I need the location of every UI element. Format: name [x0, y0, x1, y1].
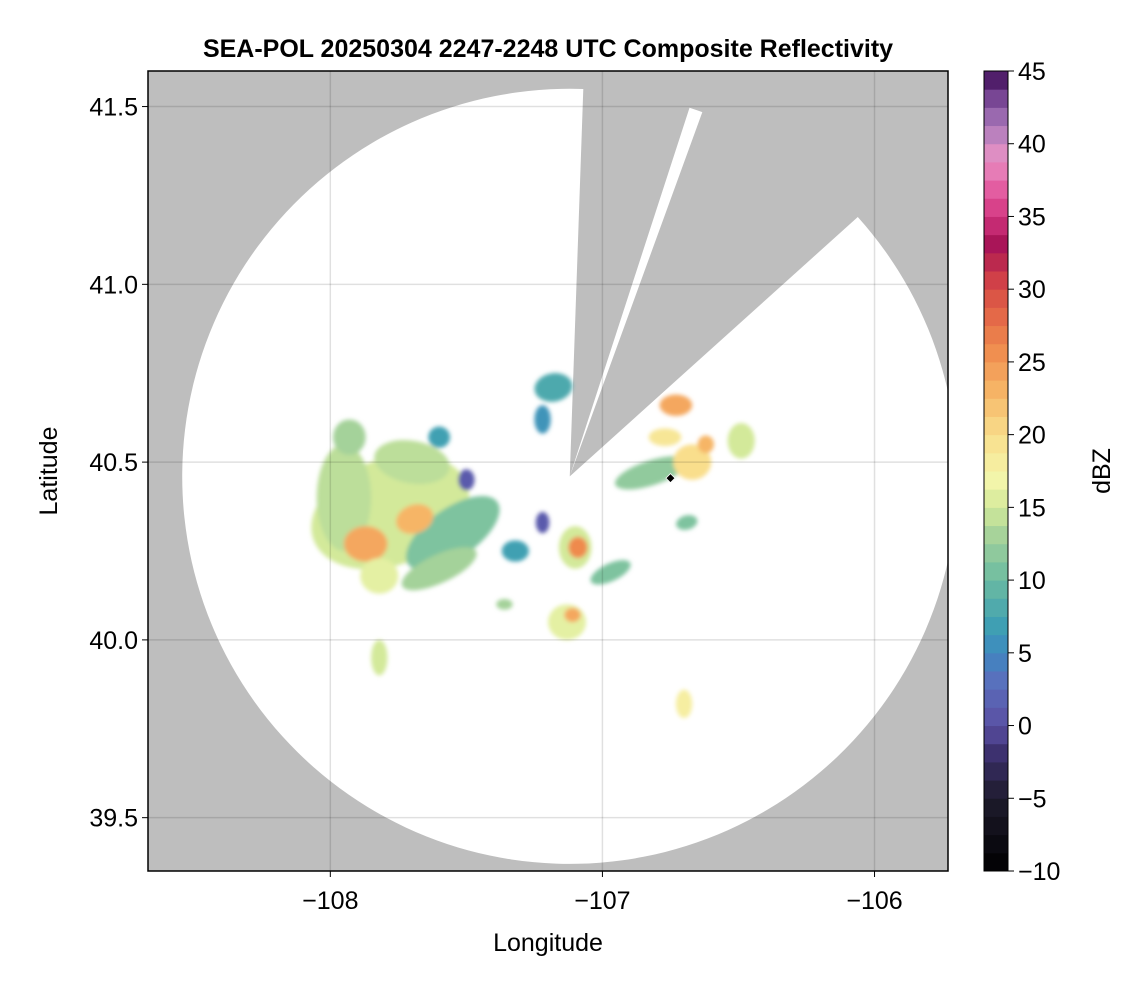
echo-cell: [649, 428, 682, 446]
echo-cell: [660, 395, 693, 416]
colorbar-segment: [984, 416, 1008, 435]
colorbar-segment: [984, 89, 1008, 108]
colorbar-segment: [984, 762, 1008, 781]
y-tick-label: 40.5: [89, 449, 138, 477]
colorbar-segment: [984, 671, 1008, 690]
colorbar: [984, 71, 1008, 872]
colorbar-segment: [984, 544, 1008, 563]
colorbar-segment: [984, 489, 1008, 508]
colorbar-segment: [984, 271, 1008, 290]
colorbar-segment: [984, 598, 1008, 617]
colorbar-segment: [984, 71, 1008, 90]
x-tick-label: −108: [302, 887, 358, 915]
colorbar-segment: [984, 307, 1008, 326]
colorbar-segment: [984, 471, 1008, 490]
colorbar-ticks: −10 −5 0 5 10 15 20 25 30 35 40 45: [1008, 58, 1060, 886]
colorbar-segment: [984, 726, 1008, 745]
colorbar-segment: [984, 107, 1008, 126]
colorbar-tick-label: 10: [1018, 567, 1046, 595]
colorbar-segment: [984, 653, 1008, 672]
colorbar-segment: [984, 635, 1008, 654]
colorbar-segment: [984, 689, 1008, 708]
y-tick-label: 39.5: [89, 805, 138, 833]
colorbar-tick-label: 5: [1018, 640, 1032, 668]
colorbar-segment: [984, 798, 1008, 817]
colorbar-label: dBZ: [1088, 448, 1116, 494]
colorbar-segment: [984, 435, 1008, 454]
colorbar-segment: [984, 744, 1008, 763]
colorbar-segment: [984, 507, 1008, 526]
colorbar-segment: [984, 144, 1008, 163]
echo-cell: [502, 540, 529, 561]
colorbar-segment: [984, 380, 1008, 399]
colorbar-segment: [984, 453, 1008, 472]
y-axis-label: Latitude: [35, 427, 63, 516]
colorbar-segment: [984, 780, 1008, 799]
colorbar-segment: [984, 580, 1008, 599]
colorbar-tick-label: 35: [1018, 203, 1046, 231]
colorbar-segment: [984, 326, 1008, 345]
echo-cell: [333, 419, 366, 455]
y-axis-ticks: 39.5 40.0 40.5 41.0 41.5: [89, 94, 148, 833]
colorbar-tick-label: −10: [1018, 858, 1060, 886]
colorbar-segment: [984, 162, 1008, 181]
colorbar-segment: [984, 616, 1008, 635]
colorbar-segment: [984, 362, 1008, 381]
colorbar-tick-label: 30: [1018, 276, 1046, 304]
echo-cell: [728, 423, 755, 459]
colorbar-segment: [984, 816, 1008, 835]
echo-cell: [428, 427, 450, 448]
colorbar-segment: [984, 216, 1008, 235]
echo-cell: [360, 558, 398, 594]
colorbar-segment: [984, 398, 1008, 417]
echo-cell: [564, 608, 580, 622]
colorbar-tick-label: 0: [1018, 713, 1032, 741]
y-tick-label: 41.5: [89, 94, 138, 122]
colorbar-tick-label: −5: [1018, 785, 1047, 813]
colorbar-segment: [984, 526, 1008, 545]
colorbar-segment: [984, 289, 1008, 308]
colorbar-segment: [984, 180, 1008, 199]
colorbar-tick-label: 40: [1018, 131, 1046, 159]
colorbar-segment: [984, 253, 1008, 272]
echo-cell: [344, 526, 388, 562]
colorbar-segment: [984, 198, 1008, 217]
colorbar-segment: [984, 235, 1008, 254]
colorbar-segment: [984, 344, 1008, 363]
colorbar-tick-label: 45: [1018, 58, 1046, 86]
echo-cell: [534, 405, 550, 433]
y-tick-label: 40.0: [89, 627, 138, 655]
echo-cell: [496, 599, 512, 610]
echo-cell: [676, 690, 692, 718]
y-tick-label: 41.0: [89, 271, 138, 299]
colorbar-segment: [984, 707, 1008, 726]
x-tick-label: −107: [574, 887, 630, 915]
colorbar-segment: [984, 126, 1008, 145]
plot-area: [148, 71, 957, 871]
echo-cell: [458, 469, 474, 490]
echo-cell: [698, 435, 714, 453]
colorbar-tick-label: 15: [1018, 494, 1046, 522]
colorbar-segment: [984, 562, 1008, 581]
colorbar-tick-label: 20: [1018, 422, 1046, 450]
chart-title: SEA-POL 20250304 2247-2248 UTC Composite…: [203, 35, 893, 63]
x-tick-label: −106: [846, 887, 902, 915]
echo-cell: [536, 512, 550, 533]
colorbar-segment: [984, 853, 1008, 872]
x-axis-ticks: −108 −107 −106: [302, 871, 903, 915]
colorbar-segment: [984, 835, 1008, 854]
colorbar-tick-label: 25: [1018, 349, 1046, 377]
echo-cell: [568, 537, 587, 558]
echo-cell: [548, 604, 586, 640]
echo-cell: [371, 640, 387, 676]
x-axis-label: Longitude: [493, 929, 603, 957]
